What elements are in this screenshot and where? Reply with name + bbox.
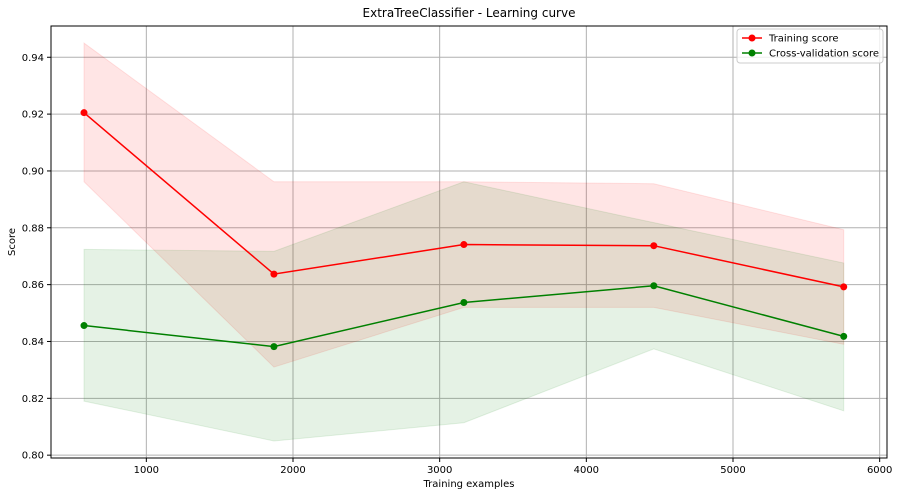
legend-label: Cross-validation score: [769, 49, 879, 60]
x-axis-label: Training examples: [423, 479, 515, 490]
axis-ticks: 1000 2000 3000 4000 5000 6000 0.80 0.82 0.84 0.86…: [22, 53, 893, 476]
legend: Training score Cross-validation score: [736, 28, 884, 64]
data-point: [80, 109, 88, 117]
x-tick-label: 4000: [574, 465, 599, 476]
plot-area-frame: [50, 25, 888, 459]
x-tick-label: 5000: [720, 465, 745, 476]
x-tick-label: 6000: [867, 465, 892, 476]
x-tick-label: 2000: [280, 465, 305, 476]
y-tick-label: 0.84: [22, 337, 44, 348]
data-point: [80, 322, 88, 330]
y-tick-label: 0.86: [22, 280, 44, 291]
data-point: [460, 299, 468, 307]
legend-marker: [748, 49, 756, 57]
data-point: [270, 343, 278, 351]
grid: [51, 26, 887, 458]
legend-marker: [748, 34, 756, 42]
y-tick-label: 0.80: [22, 451, 44, 462]
series-points: [80, 109, 848, 351]
data-point: [270, 270, 278, 278]
chart-title: ExtraTreeClassifier - Learning curve: [363, 6, 576, 20]
data-point: [840, 283, 848, 291]
y-tick-label: 0.94: [22, 53, 44, 64]
x-tick-label: 1000: [134, 465, 159, 476]
y-tick-label: 0.82: [22, 394, 44, 405]
y-axis-label: Score: [7, 228, 18, 256]
legend-label: Training score: [768, 34, 839, 45]
data-point: [650, 242, 658, 250]
y-tick-label: 0.90: [22, 166, 44, 177]
data-point: [840, 332, 848, 340]
y-tick-label: 0.92: [22, 110, 44, 121]
data-point: [460, 241, 468, 249]
data-point: [650, 282, 658, 290]
x-tick-label: 3000: [427, 465, 452, 476]
y-tick-label: 0.88: [22, 223, 44, 234]
legend-box: [736, 28, 884, 64]
